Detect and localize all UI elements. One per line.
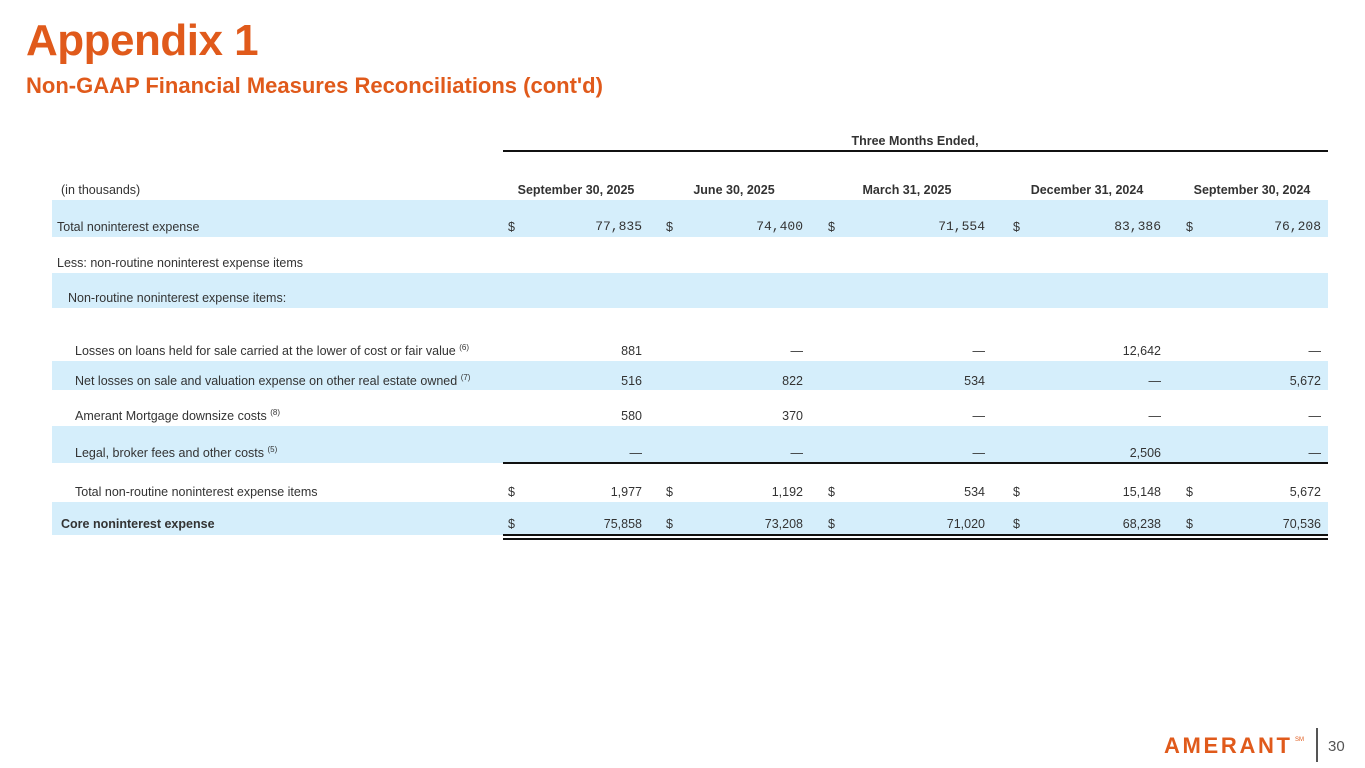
footnote-ref: (7) — [460, 372, 471, 382]
table-cell: 12,642 — [1122, 344, 1161, 358]
currency-symbol: $ — [1013, 220, 1020, 234]
currency-symbol: $ — [1013, 517, 1020, 531]
currency-symbol: $ — [1186, 517, 1193, 531]
row-label: Net losses on sale and valuation expense… — [75, 372, 471, 388]
column-header: March 31, 2025 — [862, 183, 952, 197]
currency-symbol: $ — [508, 220, 515, 234]
currency-symbol: $ — [508, 517, 515, 531]
table-cell: 70,536 — [1282, 517, 1321, 531]
table-cell: 580 — [621, 409, 642, 423]
table-cell: 5,672 — [1289, 485, 1321, 499]
column-header: September 30, 2024 — [1193, 183, 1311, 197]
table-cell: — — [1148, 409, 1162, 423]
table-cell: 83,386 — [1114, 219, 1161, 234]
table-cell: — — [1308, 344, 1322, 358]
page-title: Appendix 1 — [26, 16, 259, 65]
currency-symbol: $ — [828, 517, 835, 531]
currency-symbol: $ — [1186, 220, 1193, 234]
table-cell: 71,020 — [946, 517, 985, 531]
table-cell: 516 — [621, 374, 642, 388]
currency-symbol: $ — [828, 485, 835, 499]
row-label: Legal, broker fees and other costs (5) — [75, 444, 278, 460]
row-band — [52, 502, 1328, 535]
table-cell: 75,858 — [603, 517, 642, 531]
header-rule — [503, 150, 1328, 152]
table-cell: 881 — [621, 344, 642, 358]
row-label: Non-routine noninterest expense items: — [68, 291, 287, 305]
table-cell: — — [1148, 374, 1162, 388]
row-band — [52, 361, 1328, 390]
currency-symbol: $ — [666, 517, 673, 531]
row-label: Core noninterest expense — [61, 517, 215, 531]
total-double-rule — [503, 534, 1328, 536]
footnote-ref: (8) — [270, 407, 281, 417]
page-number: 30 — [1328, 738, 1345, 755]
table-cell: — — [1308, 446, 1322, 460]
total-double-rule — [503, 538, 1328, 540]
currency-symbol: $ — [666, 485, 673, 499]
amerant-logo-mark: AMERANT SM — [1164, 733, 1304, 758]
group-header: Three Months Ended, — [851, 134, 979, 148]
currency-symbol: $ — [1186, 485, 1193, 499]
column-header: December 31, 2024 — [1030, 183, 1144, 197]
table-cell: 1,192 — [771, 485, 803, 499]
table-cell: — — [972, 446, 986, 460]
table-cell: — — [629, 446, 643, 460]
currency-symbol: $ — [828, 220, 835, 234]
table-cell: 74,400 — [756, 219, 803, 234]
table-cell: 822 — [782, 374, 803, 388]
table-cell: — — [790, 446, 804, 460]
table-cell: 71,554 — [938, 219, 985, 234]
table-cell: 1,977 — [610, 485, 642, 499]
table-cell: — — [972, 409, 986, 423]
footnote-ref: (5) — [267, 444, 278, 454]
table-cell: 534 — [964, 374, 985, 388]
table-cell: — — [790, 344, 804, 358]
table-cell: 5,672 — [1289, 374, 1321, 388]
row-label: Total noninterest expense — [57, 220, 200, 234]
table-cell: 77,835 — [595, 219, 642, 234]
table-cell: 73,208 — [764, 517, 803, 531]
row-band — [52, 200, 1328, 237]
footnote-ref: (6) — [459, 342, 470, 352]
table-cell: 76,208 — [1274, 219, 1321, 234]
row-label: Amerant Mortgage downsize costs (8) — [75, 407, 281, 423]
table-cell: 15,148 — [1122, 485, 1161, 499]
table-cell: 2,506 — [1129, 446, 1161, 460]
page-subtitle: Non-GAAP Financial Measures Reconciliati… — [26, 73, 603, 98]
table-cell: 534 — [964, 485, 985, 499]
reconciliation-table: Three Months Ended, (in thousands) Septe… — [52, 0, 1328, 560]
footer-divider — [1316, 728, 1318, 762]
row-band — [52, 273, 1328, 308]
table-cell: — — [1308, 409, 1322, 423]
row-band — [52, 426, 1328, 463]
row-label: Total non-routine noninterest expense it… — [75, 485, 318, 499]
column-header: June 30, 2025 — [693, 183, 775, 197]
svg-text:SM: SM — [1295, 737, 1304, 743]
row-label: Losses on loans held for sale carried at… — [75, 342, 470, 358]
svg-text:AMERANT: AMERANT — [1164, 733, 1292, 757]
table-cell: — — [972, 344, 986, 358]
column-header: September 30, 2025 — [517, 183, 635, 197]
amerant-logo: AMERANT SM — [1164, 733, 1304, 762]
row-label: Less: non-routine noninterest expense it… — [57, 256, 303, 270]
currency-symbol: $ — [666, 220, 673, 234]
table-cell: 370 — [782, 409, 803, 423]
currency-symbol: $ — [508, 485, 515, 499]
currency-symbol: $ — [1013, 485, 1020, 499]
subtotal-rule — [503, 462, 1328, 464]
units-label: (in thousands) — [61, 183, 141, 197]
table-cell: 68,238 — [1122, 517, 1161, 531]
